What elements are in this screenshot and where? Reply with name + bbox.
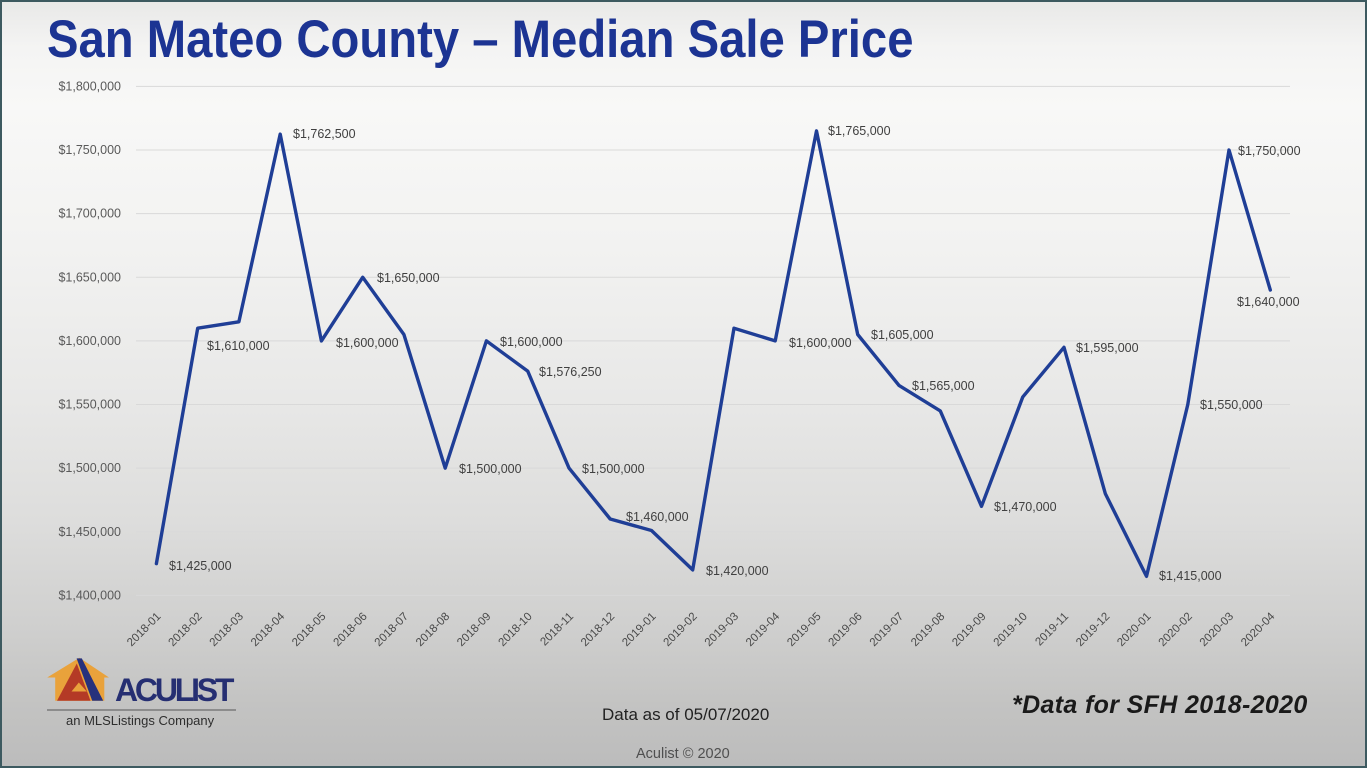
svg-text:$1,600,000: $1,600,000 [500, 335, 563, 349]
svg-text:2019-12: 2019-12 [1074, 611, 1112, 649]
svg-text:$1,500,000: $1,500,000 [582, 462, 645, 476]
svg-text:2019-10: 2019-10 [992, 611, 1030, 649]
svg-text:2020-03: 2020-03 [1198, 611, 1236, 649]
svg-text:$1,610,000: $1,610,000 [207, 339, 270, 353]
svg-text:$1,605,000: $1,605,000 [871, 328, 934, 342]
svg-text:2018-07: 2018-07 [373, 611, 411, 649]
svg-text:2020-02: 2020-02 [1157, 611, 1195, 649]
svg-text:$1,762,500: $1,762,500 [293, 127, 356, 141]
svg-text:2018-11: 2018-11 [538, 611, 576, 649]
svg-text:$1,600,000: $1,600,000 [789, 336, 852, 350]
svg-text:$1,415,000: $1,415,000 [1159, 569, 1222, 583]
svg-text:$1,425,000: $1,425,000 [169, 559, 232, 573]
svg-text:$1,750,000: $1,750,000 [1238, 144, 1301, 158]
svg-text:2018-10: 2018-10 [496, 611, 534, 649]
svg-text:2018-08: 2018-08 [414, 611, 452, 649]
svg-text:2018-03: 2018-03 [208, 611, 246, 649]
svg-text:2019-02: 2019-02 [661, 611, 699, 649]
svg-text:2018-12: 2018-12 [579, 611, 617, 649]
svg-text:$1,700,000: $1,700,000 [58, 207, 121, 221]
svg-text:2019-06: 2019-06 [826, 611, 864, 649]
svg-text:$1,470,000: $1,470,000 [994, 500, 1057, 514]
svg-text:$1,750,000: $1,750,000 [58, 143, 121, 157]
svg-text:2019-07: 2019-07 [868, 611, 906, 649]
svg-text:$1,595,000: $1,595,000 [1076, 341, 1139, 355]
svg-text:$1,600,000: $1,600,000 [58, 334, 121, 348]
svg-text:2019-11: 2019-11 [1033, 611, 1071, 649]
svg-text:2018-06: 2018-06 [331, 611, 369, 649]
svg-text:$1,650,000: $1,650,000 [377, 271, 440, 285]
svg-text:$1,576,250: $1,576,250 [539, 365, 602, 379]
svg-text:$1,765,000: $1,765,000 [828, 124, 891, 138]
svg-text:2018-05: 2018-05 [290, 611, 328, 649]
svg-text:$1,800,000: $1,800,000 [58, 79, 121, 93]
svg-text:$1,550,000: $1,550,000 [1200, 398, 1263, 412]
svg-text:$1,460,000: $1,460,000 [626, 510, 689, 524]
svg-text:2018-01: 2018-01 [125, 611, 163, 649]
svg-text:$1,400,000: $1,400,000 [58, 588, 121, 602]
svg-text:$1,450,000: $1,450,000 [58, 525, 121, 539]
svg-text:$1,500,000: $1,500,000 [459, 462, 522, 476]
svg-text:2018-02: 2018-02 [166, 611, 204, 649]
svg-text:2020-04: 2020-04 [1239, 610, 1278, 649]
svg-text:ACULIST: ACULIST [115, 672, 235, 708]
svg-text:$1,565,000: $1,565,000 [912, 379, 975, 393]
svg-text:2018-09: 2018-09 [455, 611, 493, 649]
svg-text:$1,640,000: $1,640,000 [1237, 295, 1300, 309]
svg-text:$1,420,000: $1,420,000 [706, 564, 769, 578]
svg-text:$1,600,000: $1,600,000 [336, 336, 399, 350]
svg-text:2019-04: 2019-04 [744, 610, 783, 649]
svg-text:2018-04: 2018-04 [249, 610, 288, 649]
svg-text:$1,650,000: $1,650,000 [58, 270, 121, 284]
svg-text:$1,500,000: $1,500,000 [58, 461, 121, 475]
svg-text:2019-08: 2019-08 [909, 611, 947, 649]
svg-text:2019-03: 2019-03 [703, 611, 741, 649]
svg-text:$1,550,000: $1,550,000 [58, 398, 121, 412]
svg-text:2019-05: 2019-05 [785, 611, 823, 649]
svg-text:2019-01: 2019-01 [620, 611, 658, 649]
svg-text:2019-09: 2019-09 [950, 611, 988, 649]
svg-text:2020-01: 2020-01 [1115, 611, 1153, 649]
